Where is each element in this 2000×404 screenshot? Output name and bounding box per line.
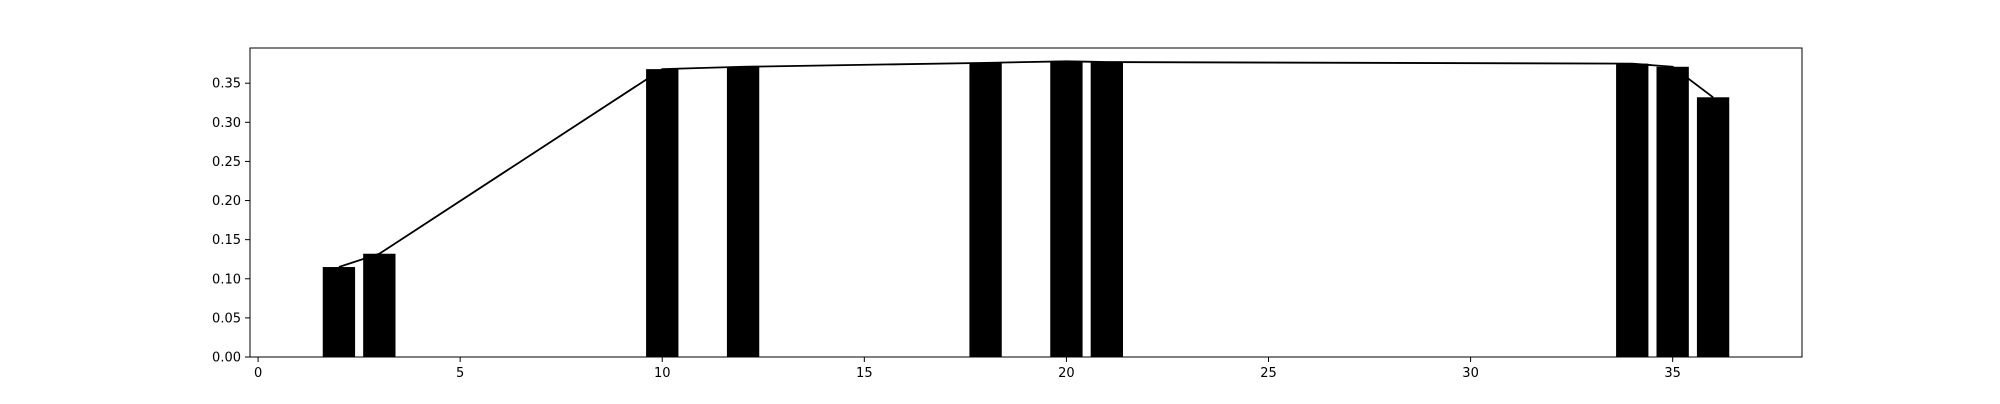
y-tick-label-0.05: 0.05 xyxy=(212,311,241,326)
y-tick-label-0.15: 0.15 xyxy=(212,233,241,248)
y-tick-label-0.35: 0.35 xyxy=(212,77,241,92)
bar-18 xyxy=(969,62,1002,358)
axes-layer: 0 5 10 15 20 25 30 35 0.00 0.05 0.10 0.15 0.20 0.25 0.… xyxy=(212,47,1803,381)
bar-10 xyxy=(646,69,679,357)
bar-3 xyxy=(363,253,396,357)
plot-frame xyxy=(249,47,1803,358)
bar-36 xyxy=(1696,97,1730,358)
x-tick-label-10: 10 xyxy=(654,366,671,381)
bar-20 xyxy=(1050,61,1083,357)
bar-2 xyxy=(322,267,356,357)
y-tick-label-0.20: 0.20 xyxy=(212,194,241,209)
x-tick-label-5: 5 xyxy=(456,366,464,381)
x-tick-label-35: 35 xyxy=(1664,366,1681,381)
series-line xyxy=(338,60,1714,268)
bar-34 xyxy=(1616,63,1649,357)
x-tick-label-25: 25 xyxy=(1260,366,1277,381)
bar-21 xyxy=(1090,62,1123,357)
y-tick-label-0.10: 0.10 xyxy=(212,272,241,287)
x-tick-label-15: 15 xyxy=(856,366,873,381)
y-tick-label-0.25: 0.25 xyxy=(212,155,241,170)
y-tick-label-0.00: 0.00 xyxy=(212,351,241,366)
y-tick-label-0.30: 0.30 xyxy=(212,116,241,131)
line-layer xyxy=(338,60,1714,268)
x-tick-label-0: 0 xyxy=(254,366,262,381)
x-tick-label-30: 30 xyxy=(1462,366,1479,381)
x-tick-label-20: 20 xyxy=(1058,366,1075,381)
bar-12 xyxy=(726,66,760,357)
bar-35 xyxy=(1656,66,1689,357)
bars-layer xyxy=(322,61,1730,358)
